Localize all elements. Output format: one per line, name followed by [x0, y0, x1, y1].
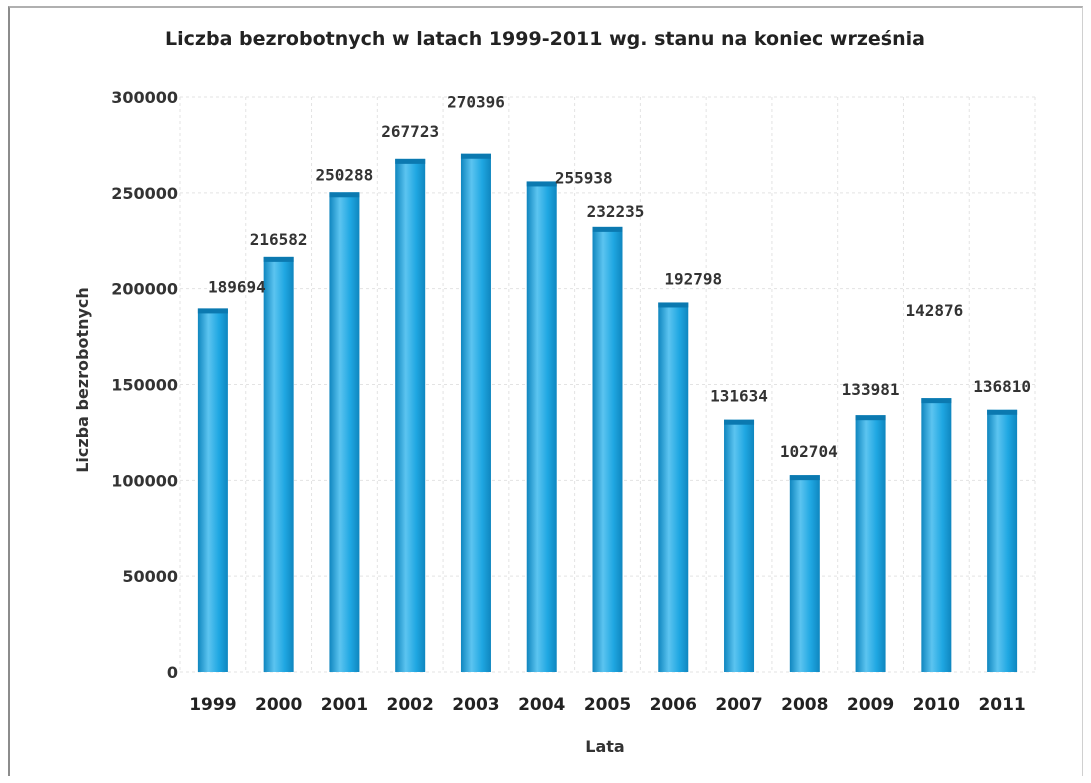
data-label-1999: 189694: [208, 277, 266, 296]
bar-body: [789, 475, 820, 672]
bar-cap: [197, 308, 228, 314]
data-label-2003: 270396: [447, 93, 505, 112]
bar-body: [263, 256, 294, 672]
bar-2003: [460, 153, 491, 673]
x-tick-label-2002: 2002: [387, 695, 434, 715]
data-label-2007: 131634: [710, 387, 768, 406]
x-tick-label-2010: 2010: [913, 695, 960, 715]
bar-cap: [329, 192, 360, 198]
chart-title: Liczba bezrobotnych w latach 1999-2011 w…: [165, 28, 925, 50]
chart-frame: [8, 6, 1083, 776]
bar-cap: [724, 419, 755, 425]
bar-body: [658, 302, 689, 672]
bar-body: [329, 192, 360, 673]
data-label-2010: 142876: [905, 301, 963, 320]
bar-2001: [329, 192, 360, 673]
bar-2006: [658, 302, 689, 672]
bar-body: [526, 181, 557, 673]
bar-2008: [789, 475, 820, 672]
bar-cap: [395, 158, 426, 164]
bar-2000: [263, 256, 294, 672]
y-tick-label: 250000: [111, 184, 178, 203]
y-tick-label: 0: [167, 663, 178, 682]
bar-2007: [724, 419, 755, 672]
bar-cap: [855, 415, 886, 421]
bar-cap: [921, 398, 952, 404]
x-axis-ticks: 1999 2000 2001 2002 2003 2004 2005 2006 2007 2008…: [189, 695, 1026, 715]
y-axis-ticks: 0 50000 100000 150000 200000 250000 300000: [111, 88, 178, 682]
bar-body: [921, 398, 952, 672]
y-tick-label: 300000: [111, 88, 178, 107]
bar-2002: [395, 158, 426, 672]
x-tick-label-2008: 2008: [781, 695, 828, 715]
data-labels: 189694 216582 250288 267723 270396 255938 2322…: [208, 93, 1031, 461]
y-tick-label: 150000: [111, 376, 178, 395]
bar-2011: [987, 409, 1018, 672]
x-tick-label-2009: 2009: [847, 695, 894, 715]
x-tick-label-1999: 1999: [189, 695, 236, 715]
x-tick-label-2006: 2006: [650, 695, 697, 715]
bar-2010: [921, 398, 952, 672]
data-label-2000: 216582: [250, 230, 308, 249]
x-tick-label-2003: 2003: [452, 695, 499, 715]
bar-cap: [526, 181, 557, 187]
y-axis-label: Liczba bezrobotnych: [73, 287, 92, 473]
x-tick-label-2007: 2007: [715, 695, 762, 715]
bar-body: [855, 415, 886, 672]
x-tick-label-2001: 2001: [321, 695, 368, 715]
bar-2005: [592, 226, 623, 672]
x-axis-label: Lata: [585, 737, 624, 756]
data-label-2008: 102704: [780, 442, 838, 461]
bar-2004: [526, 181, 557, 673]
x-tick-label-2000: 2000: [255, 695, 302, 715]
data-label-2002: 267723: [381, 122, 439, 141]
y-tick-label: 100000: [111, 471, 178, 490]
x-tick-label-2004: 2004: [518, 695, 565, 715]
bars: [197, 153, 1018, 673]
bar-body: [395, 158, 426, 672]
y-tick-label: 200000: [111, 280, 178, 299]
y-tick-label: 50000: [122, 567, 178, 586]
bar-cap: [263, 256, 294, 262]
x-tick-label-2011: 2011: [978, 695, 1025, 715]
bar-1999: [197, 308, 228, 672]
bar-cap: [658, 302, 689, 308]
bar-body: [987, 409, 1018, 672]
bar-body: [460, 153, 491, 673]
bar-cap: [789, 475, 820, 481]
data-label-2005: 232235: [587, 202, 645, 221]
x-tick-label-2005: 2005: [584, 695, 631, 715]
data-label-2001: 250288: [316, 165, 374, 184]
data-label-2011: 136810: [973, 377, 1031, 396]
bar-body: [197, 308, 228, 672]
bar-body: [592, 226, 623, 672]
bar-body: [724, 419, 755, 672]
bar-cap: [460, 153, 491, 159]
data-label-2004: 255938: [555, 168, 613, 187]
bar-cap: [592, 226, 623, 232]
data-label-2006: 192798: [664, 269, 722, 288]
bar-cap: [987, 409, 1018, 415]
bar-2009: [855, 415, 886, 672]
data-label-2009: 133981: [842, 380, 900, 399]
